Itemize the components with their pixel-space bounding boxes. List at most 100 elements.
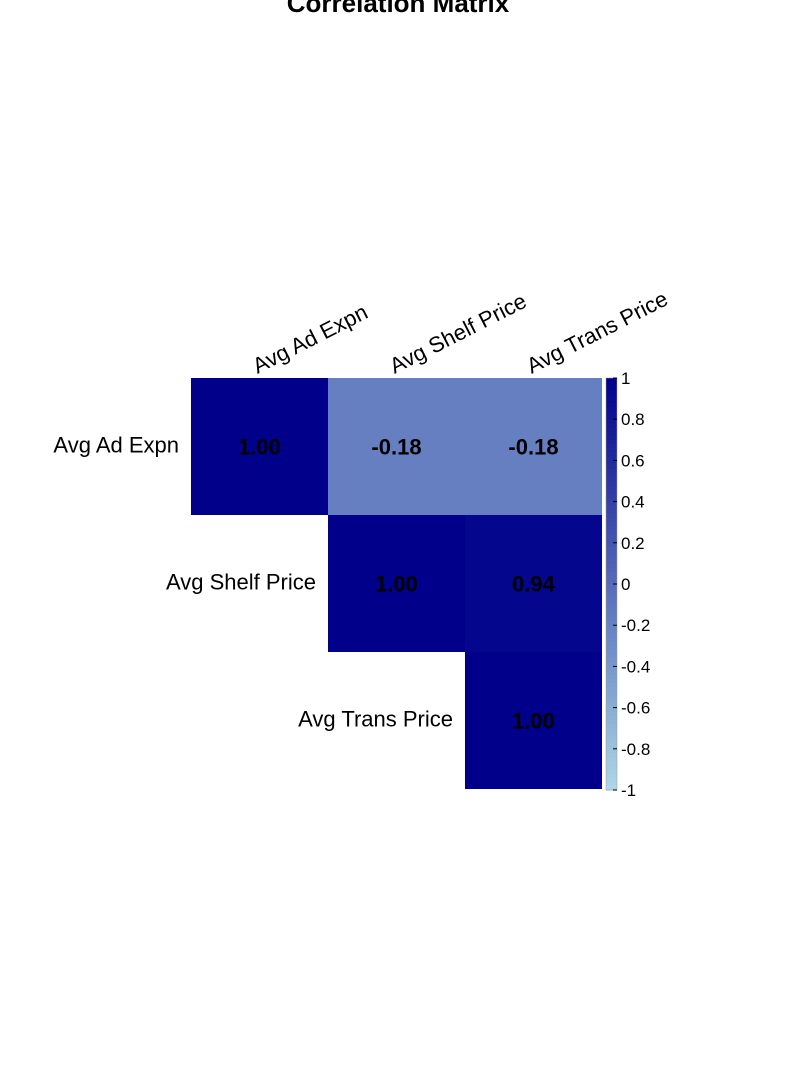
colorbar-segment [606, 394, 617, 400]
heatmap-cell-0-1 [328, 378, 465, 515]
colorbar-segment [606, 410, 617, 416]
colorbar-segment [606, 637, 617, 643]
colorbar-segment [606, 649, 617, 655]
colorbar-segment [606, 625, 617, 630]
colorbar-tick-label-4: 0.2 [621, 534, 645, 553]
colorbar-segment [606, 542, 617, 548]
colorbar-tick-label-3: 0.4 [621, 493, 645, 512]
colorbar-segment [606, 691, 617, 696]
colorbar-segment [606, 711, 617, 717]
cell-value-label-2-2: 1.00 [512, 709, 555, 734]
colorbar-segment [606, 460, 617, 466]
colorbar-segment [606, 439, 617, 445]
colorbar-segment [606, 415, 617, 420]
colorbar-segment [606, 608, 617, 614]
heatmap-cell-1-2 [465, 515, 602, 652]
colorbar-tick-label-2: 0.6 [621, 451, 645, 470]
colorbar-segment [606, 435, 617, 441]
colorbar-segment [606, 736, 617, 742]
colorbar-segment [606, 538, 617, 544]
colorbar-segment [606, 752, 617, 758]
colorbar-segment [606, 724, 617, 729]
colorbar-segment [606, 769, 617, 775]
colorbar-segment [606, 402, 617, 408]
colorbar-segment [606, 777, 617, 783]
colorbar-tick-label-8: -0.6 [621, 699, 650, 718]
colorbar-segment [606, 728, 617, 733]
colorbar-segment [606, 526, 617, 532]
colorbar-segment [606, 555, 617, 560]
colorbar-segment [606, 382, 617, 387]
colorbar-segment [606, 687, 617, 692]
colorbar-segment [606, 563, 617, 569]
colorbar-tick-label-10: -1 [621, 781, 636, 800]
colorbar-segment [606, 678, 617, 684]
colorbar-segment [606, 472, 617, 478]
colorbar-segment [606, 641, 617, 647]
colorbar-segment [606, 386, 617, 391]
cell-value-label-0-1: -0.18 [371, 435, 421, 460]
colorbar-segment [606, 715, 617, 721]
cell-value-label-1-1: 1.00 [375, 572, 418, 597]
colorbar-tick-label-1: 0.8 [621, 410, 645, 429]
colorbar: 1 0.8 0.6 0.4 0.2 0 -0.2 -0.4 -0.6 -0.8 -1 [605, 369, 650, 800]
colorbar-segment [606, 596, 617, 602]
colorbar-segment [606, 575, 617, 581]
colorbar-segment [606, 748, 617, 754]
chart-title: Correlation Matrix [287, 0, 510, 18]
colorbar-segment [606, 670, 617, 676]
colorbar-segment [606, 757, 617, 762]
column-label-2: Avg Trans Price [522, 286, 671, 379]
colorbar-segment [606, 489, 617, 494]
colorbar-segment [606, 773, 617, 779]
colorbar-segment [606, 501, 617, 507]
colorbar-segment [606, 419, 617, 424]
colorbar-segment [606, 761, 617, 766]
colorbar-segment [606, 530, 617, 536]
colorbar-segment [606, 551, 617, 556]
colorbar-segment [606, 699, 617, 705]
colorbar-segment [606, 629, 617, 635]
colorbar-segment [606, 703, 617, 709]
colorbar-segment [606, 493, 617, 499]
colorbar-segment [606, 707, 617, 713]
heatmap-cell-0-0 [191, 378, 328, 515]
colorbar-segment [606, 378, 617, 383]
colorbar-segment [606, 654, 617, 659]
colorbar-segment [606, 464, 617, 470]
colorbar-segment [606, 695, 617, 700]
row-label-0: Avg Ad Expn [53, 433, 179, 458]
colorbar-tick-label-0: 1 [621, 369, 630, 388]
colorbar-segment [606, 662, 617, 667]
colorbar-segment [606, 719, 617, 725]
colorbar-segment [606, 534, 617, 540]
colorbar-segment [606, 571, 617, 577]
colorbar-segment [606, 406, 617, 412]
heatmap-cell-1-1 [328, 515, 465, 652]
colorbar-tick-label-5: 0 [621, 575, 630, 594]
colorbar-segment [606, 600, 617, 606]
colorbar-segment [606, 579, 617, 585]
colorbar-segment [606, 497, 617, 503]
colorbar-segment [606, 431, 617, 437]
colorbar-segment [606, 390, 617, 396]
colorbar-segment [606, 456, 617, 461]
colorbar-segment [606, 452, 617, 457]
colorbar-segment [606, 513, 617, 519]
row-label-1: Avg Shelf Price [166, 570, 316, 595]
colorbar-segment [606, 612, 617, 618]
colorbar-segment [606, 781, 617, 787]
cell-value-label-0-2: -0.18 [508, 435, 558, 460]
colorbar-segment [606, 621, 617, 626]
colorbar-segment [606, 633, 617, 639]
colorbar-segment [606, 427, 617, 433]
colorbar-segment [606, 468, 617, 474]
colorbar-segment [606, 584, 617, 589]
colorbar-segment [606, 559, 617, 564]
colorbar-segment [606, 732, 617, 738]
heatmap-cell-2-2 [465, 652, 602, 789]
colorbar-segment [606, 567, 617, 573]
colorbar-segment [606, 505, 617, 511]
colorbar-segment [606, 604, 617, 610]
